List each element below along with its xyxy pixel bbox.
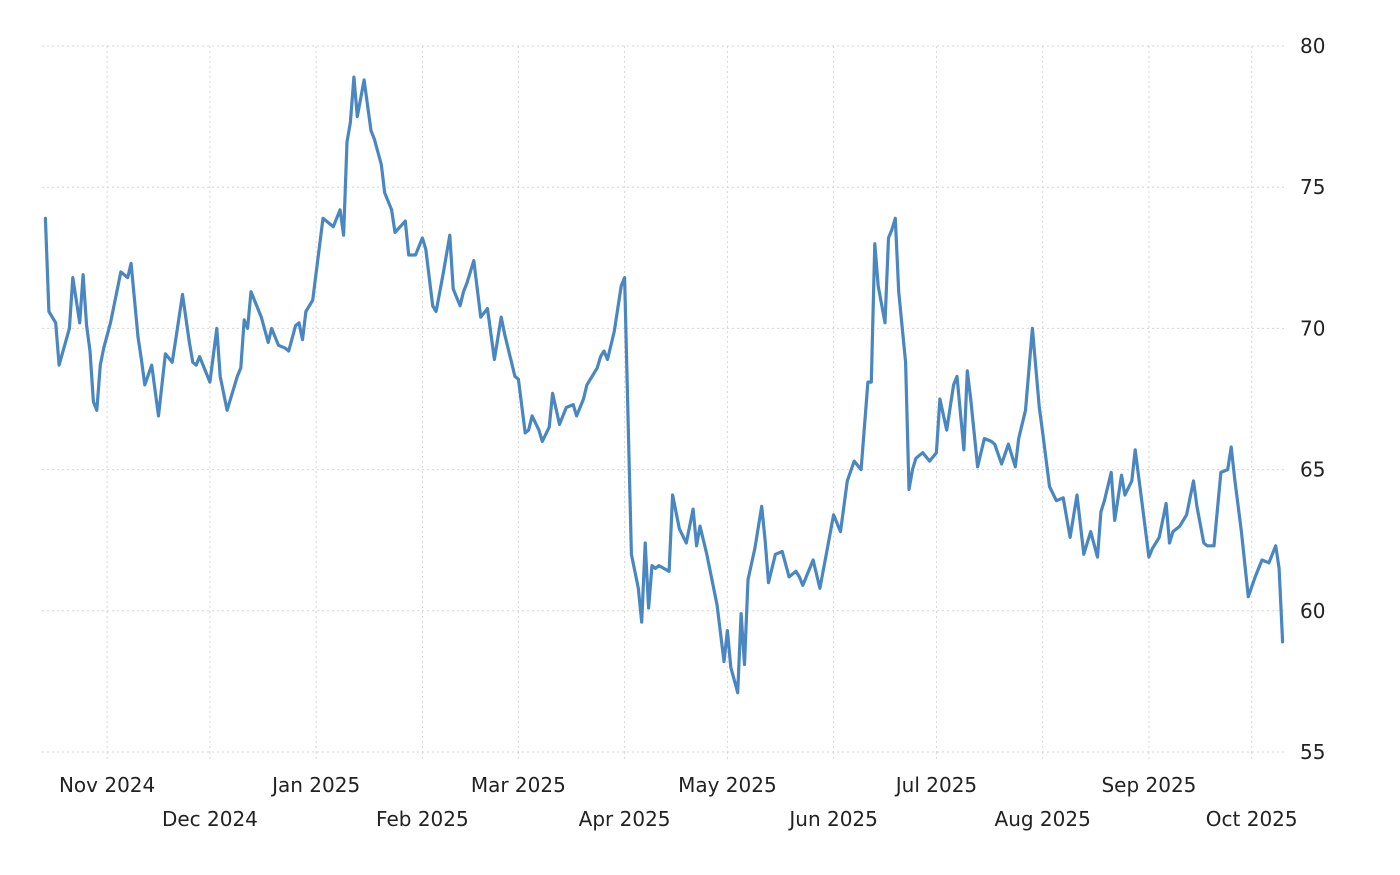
x-tick-label: Aug 2025 [995, 807, 1091, 831]
y-tick-label: 70 [1300, 316, 1325, 340]
x-tick-label: Jan 2025 [270, 773, 360, 797]
x-tick-label: May 2025 [678, 773, 777, 797]
grid-lines [42, 45, 1286, 762]
series-line [43, 75, 1285, 695]
x-tick-label: Sep 2025 [1101, 773, 1196, 797]
y-tick-label: 75 [1300, 175, 1325, 199]
x-tick-label: Apr 2025 [579, 807, 671, 831]
y-tick-label: 55 [1300, 740, 1325, 764]
y-tick-label: 65 [1300, 458, 1325, 482]
x-tick-label: Feb 2025 [376, 807, 469, 831]
x-tick-label: Jul 2025 [894, 773, 977, 797]
x-tick-label: Dec 2024 [162, 807, 258, 831]
y-tick-label: 80 [1300, 34, 1325, 58]
x-tick-label: Mar 2025 [471, 773, 566, 797]
series-layer [43, 75, 1285, 695]
x-tick-label: Jun 2025 [787, 807, 878, 831]
y-axis-labels: 55 60 65 70 75 80 [1300, 34, 1325, 764]
y-tick-label: 60 [1300, 599, 1325, 623]
x-tick-label: Nov 2024 [59, 773, 155, 797]
x-tick-label: Oct 2025 [1206, 807, 1298, 831]
